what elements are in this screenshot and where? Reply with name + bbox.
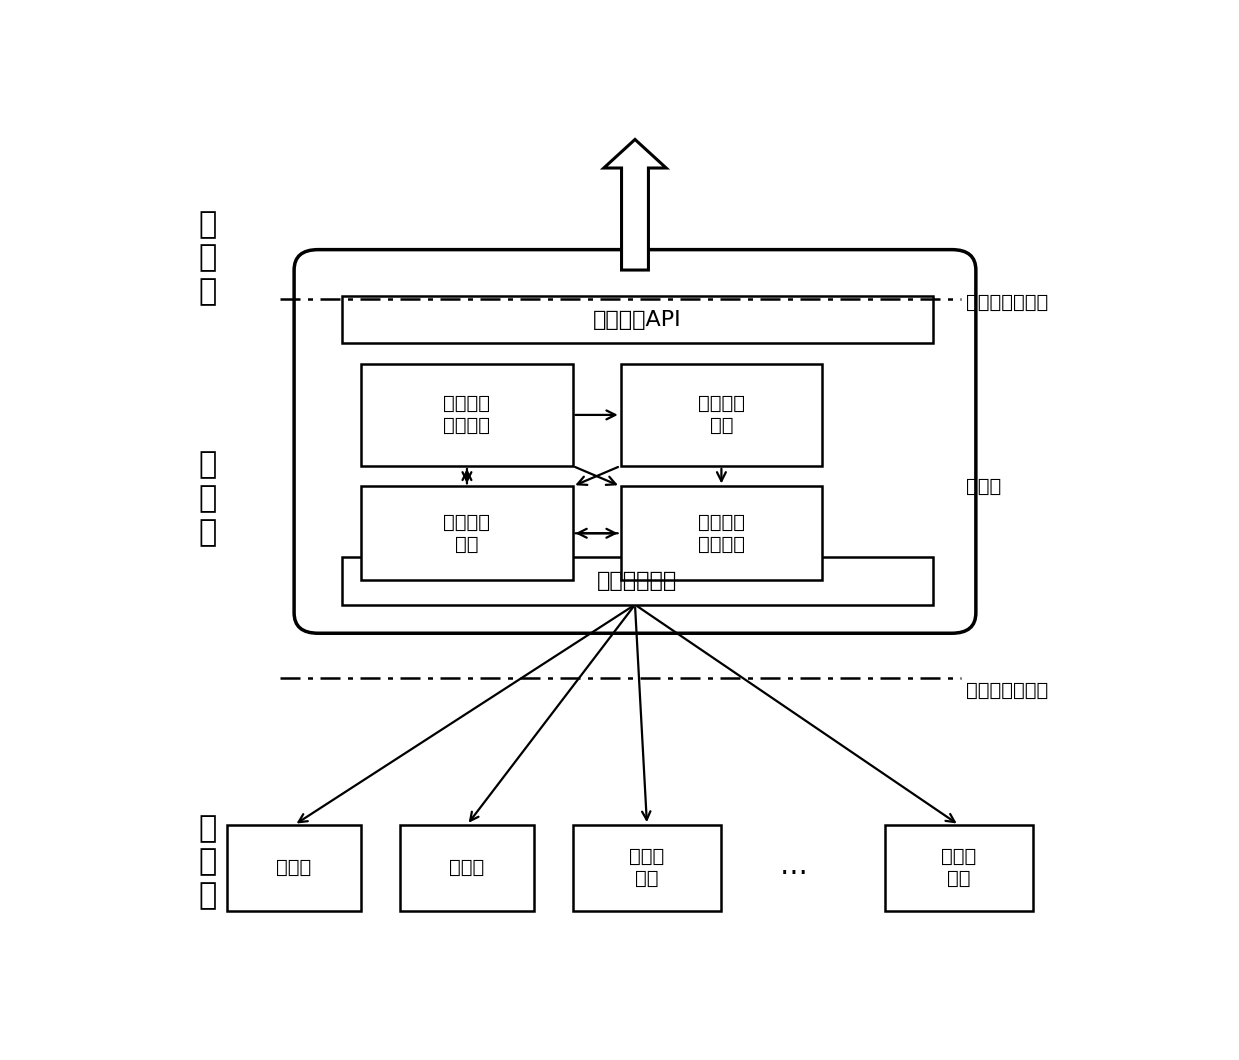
Bar [362,487,572,580]
Text: 虚拟交
换机: 虚拟交 换机 [629,847,664,888]
Bar [621,364,823,466]
Text: 数
据
层: 数 据 层 [198,814,217,909]
Polygon shape [603,140,667,270]
Bar [572,825,721,911]
FancyBboxPatch shape [294,250,976,633]
Text: 控制器南向接口: 控制器南向接口 [966,681,1048,700]
Text: 控制器北向接口: 控制器北向接口 [966,294,1048,313]
Bar [621,487,823,580]
Text: 路由器: 路由器 [276,859,312,878]
Text: 应
用
层: 应 用 层 [198,210,217,306]
Text: 设备管理
模块: 设备管理 模块 [444,513,491,553]
Bar [885,825,1033,911]
Text: 交换机: 交换机 [450,859,484,878]
Text: 拓扑结构
模块: 拓扑结构 模块 [698,394,745,436]
Text: 控制器: 控制器 [966,477,1001,496]
Bar [400,825,534,911]
Bar [342,296,933,343]
Bar [362,364,572,466]
Text: 无线接
入点: 无线接 入点 [942,847,976,888]
Bar [227,825,362,911]
Text: 链路发现
管理模块: 链路发现 管理模块 [444,394,491,436]
Text: 北向接口API: 北向接口API [593,310,681,330]
Text: …: … [779,852,808,880]
Text: 无线接入
控制模块: 无线接入 控制模块 [698,513,745,553]
Bar [342,558,933,604]
Text: 控
制
层: 控 制 层 [198,450,217,547]
Text: 南向接口模块: 南向接口模块 [597,571,678,591]
